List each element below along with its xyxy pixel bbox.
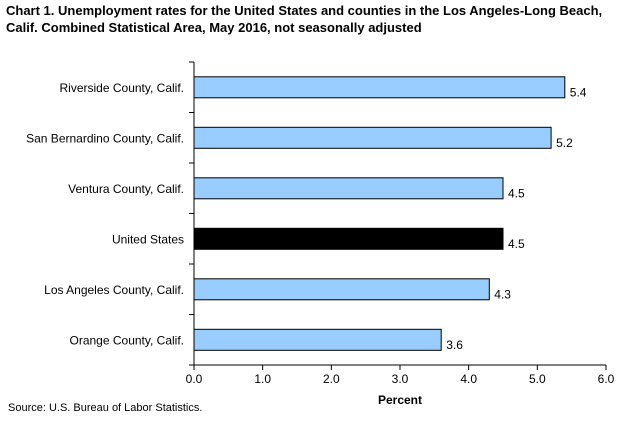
data-label: 4.5: [508, 186, 525, 200]
chart-title: Chart 1. Unemployment rates for the Unit…: [6, 2, 606, 36]
bar: [193, 126, 552, 149]
category-label: United States: [112, 232, 184, 246]
x-tick-label: 3.0: [392, 372, 409, 386]
source-note: Source: U.S. Bureau of Labor Statistics.: [8, 402, 203, 414]
category-label: Los Angeles County, Calif.: [44, 283, 184, 297]
bar: [193, 177, 504, 200]
chart-title-line-1: Chart 1. Unemployment rates for the Unit…: [6, 3, 603, 18]
x-tick-label: 0.0: [186, 372, 203, 386]
category-label: Ventura County, Calif.: [68, 182, 184, 196]
x-axis-label: Percent: [378, 393, 422, 407]
chart-title-line-2: Calif. Combined Statistical Area, May 20…: [6, 20, 422, 35]
category-label: Orange County, Calif.: [70, 333, 185, 347]
x-tick-label: 5.0: [529, 372, 546, 386]
x-tick-label: 4.0: [460, 372, 477, 386]
data-label: 3.6: [446, 338, 463, 352]
bar: [193, 328, 442, 351]
bar: [193, 227, 504, 250]
data-label: 5.4: [570, 85, 587, 99]
bar: [193, 278, 490, 301]
data-label: 5.2: [556, 136, 573, 150]
bar: [193, 76, 566, 99]
data-label: 4.5: [508, 237, 525, 251]
category-label: San Bernardino County, Calif.: [26, 131, 184, 145]
category-label: Riverside County, Calif.: [60, 81, 185, 95]
data-label: 4.3: [494, 287, 511, 301]
x-tick-label: 1.0: [254, 372, 271, 386]
x-tick-label: 2.0: [323, 372, 340, 386]
x-tick-label: 6.0: [598, 372, 615, 386]
